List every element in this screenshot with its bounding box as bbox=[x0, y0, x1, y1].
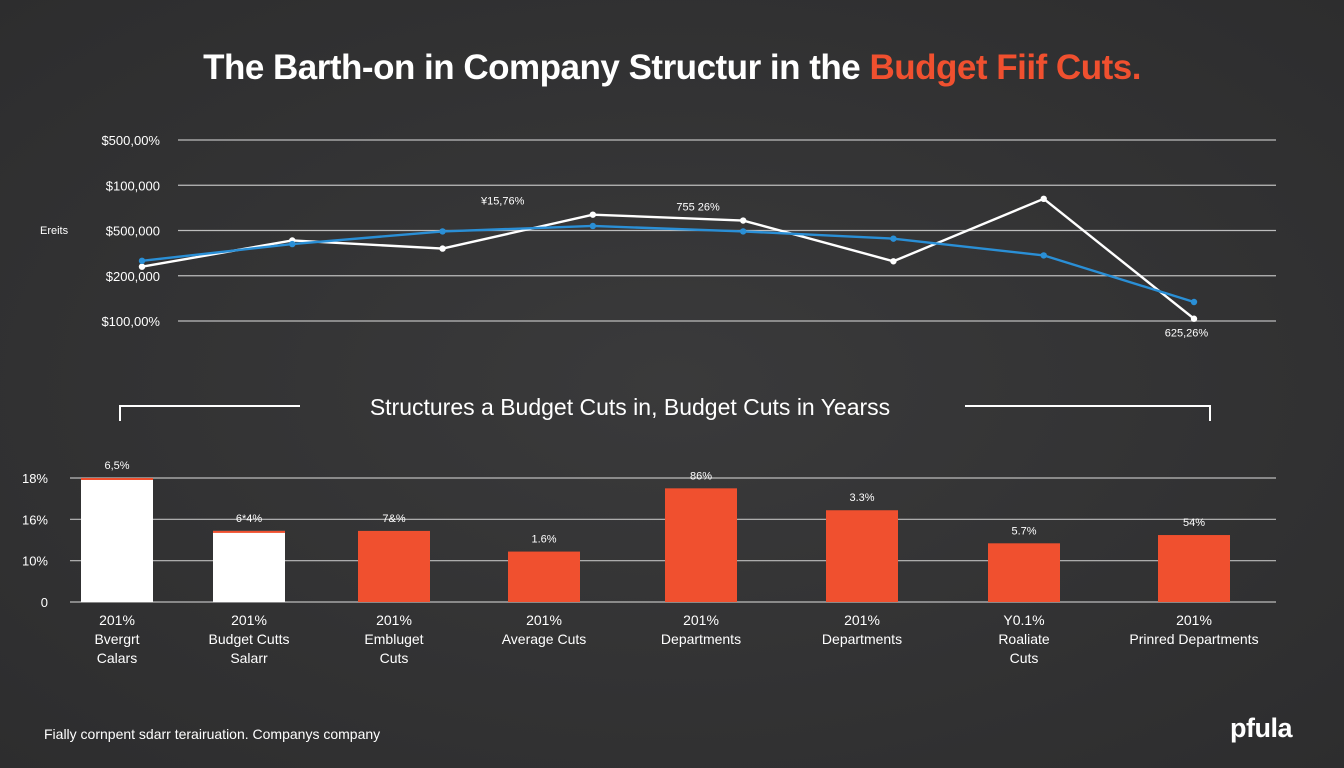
bar-chart-title: Structures a Budget Cuts in, Budget Cuts… bbox=[369, 394, 891, 420]
bar-category-label: Departments bbox=[661, 631, 741, 647]
line-data-label: 755 26% bbox=[676, 202, 720, 214]
bar-data-label: 6*4% bbox=[236, 513, 263, 525]
bar-category-year: 201% bbox=[231, 612, 267, 628]
bar-y-tick-label: 0 bbox=[41, 595, 48, 610]
bar-chart-bracket bbox=[119, 405, 1211, 421]
bar-data-label: 6,5% bbox=[104, 460, 129, 472]
bar-top-accent bbox=[81, 478, 153, 480]
bar-data-label: 5.7% bbox=[1011, 525, 1036, 537]
line-y-tick-label: $200,000 bbox=[106, 269, 160, 284]
bar-category-label: Bvergrt bbox=[94, 631, 139, 647]
line-y-tick-label: $500,000 bbox=[106, 224, 160, 239]
bar bbox=[1158, 535, 1230, 602]
bar-data-label: 7&% bbox=[382, 513, 405, 525]
title-main: The Barth-on in Company Structur in the bbox=[203, 48, 870, 87]
bar bbox=[508, 551, 580, 602]
bar-category-year: 201% bbox=[99, 612, 135, 628]
bar-category-label-2: Cuts bbox=[1010, 650, 1039, 666]
line-point-white bbox=[739, 217, 747, 224]
line-point-white bbox=[1040, 195, 1047, 203]
bar-data-label: 3.3% bbox=[849, 492, 874, 504]
bar-y-tick-label: 16% bbox=[22, 512, 48, 527]
line-point-blue bbox=[439, 228, 446, 235]
bar-data-label: 86% bbox=[690, 470, 712, 482]
line-point-white bbox=[589, 211, 597, 218]
bar-category-year: 201% bbox=[683, 612, 719, 628]
page-title: The Barth-on in Company Structur in the … bbox=[0, 48, 1344, 88]
bar-category-year: Y0.1% bbox=[1003, 612, 1044, 628]
bar bbox=[213, 530, 285, 602]
title-accent: Budget Fiif Cuts. bbox=[869, 48, 1141, 87]
bar-category-label-2: Salarr bbox=[230, 650, 268, 666]
line-data-label: 625,26% bbox=[1165, 328, 1209, 340]
line-series-blue bbox=[141, 224, 1195, 304]
line-point-white bbox=[1190, 315, 1198, 322]
line-point-blue bbox=[289, 240, 296, 248]
bar bbox=[665, 488, 737, 602]
bar bbox=[988, 543, 1060, 602]
bar-category-label: Embluget bbox=[364, 631, 423, 647]
line-point-blue bbox=[589, 222, 597, 230]
line-point-blue bbox=[1040, 252, 1047, 259]
bar-category-year: 201% bbox=[844, 612, 880, 628]
bar-top-accent bbox=[213, 530, 285, 533]
line-point-white bbox=[439, 245, 446, 252]
line-y-tick-label: $100,000 bbox=[106, 178, 160, 193]
line-y-axis-label: Ereits bbox=[40, 225, 69, 237]
bar bbox=[81, 478, 153, 602]
line-point-blue bbox=[138, 257, 146, 265]
line-data-label: ¥15,76% bbox=[480, 196, 525, 208]
line-point-blue bbox=[739, 228, 747, 235]
bar-category-year: 201% bbox=[1176, 612, 1212, 628]
bar-data-label: 1.6% bbox=[531, 534, 556, 546]
bar-category-label: Roaliate bbox=[998, 631, 1050, 647]
bar-y-tick-label: 10% bbox=[22, 554, 48, 569]
bar-y-tick-label: 18% bbox=[22, 471, 48, 486]
line-point-white bbox=[890, 258, 897, 265]
bar-category-label-2: Calars bbox=[97, 650, 137, 666]
bar-category-year: 201% bbox=[376, 612, 412, 628]
bar-category-label: Average Cuts bbox=[502, 631, 587, 647]
bar-category-year: 201% bbox=[526, 612, 562, 628]
footer-note: Fially cornpent sdarr terairuation. Comp… bbox=[44, 726, 381, 742]
line-point-blue bbox=[1190, 298, 1198, 306]
line-y-tick-label: $100,00% bbox=[101, 314, 160, 329]
brand-logo: pfula bbox=[1230, 713, 1293, 743]
line-y-tick-label: $500,00% bbox=[101, 133, 160, 148]
line-point-blue bbox=[890, 235, 897, 242]
bar-data-label: 54% bbox=[1183, 517, 1205, 529]
bar bbox=[358, 530, 430, 602]
bar-category-label: Departments bbox=[822, 631, 902, 647]
bar-category-label-2: Cuts bbox=[380, 650, 409, 666]
bar-category-label: Prinred Departments bbox=[1129, 631, 1258, 647]
line-point-white bbox=[138, 263, 146, 270]
bar-category-label: Budget Cutts bbox=[209, 631, 290, 647]
bar bbox=[826, 510, 898, 602]
